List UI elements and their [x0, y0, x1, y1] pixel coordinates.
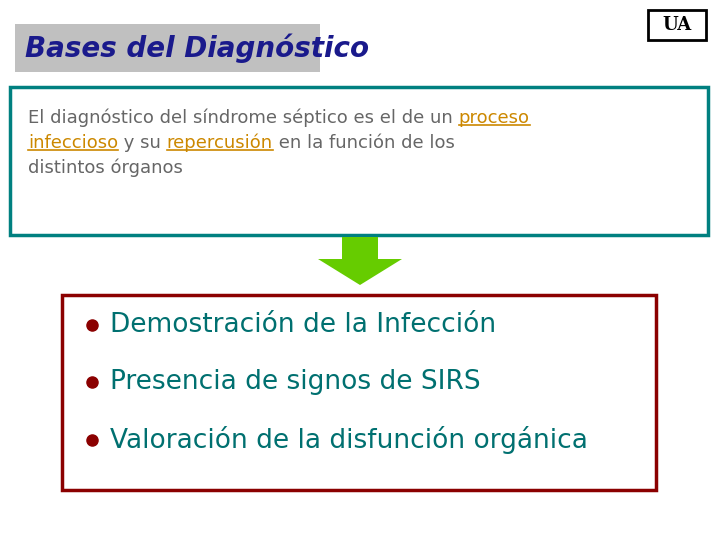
Text: UA: UA [662, 16, 692, 34]
Polygon shape [318, 237, 402, 285]
FancyBboxPatch shape [648, 10, 706, 40]
Text: El diagnóstico del síndrome séptico es el de un: El diagnóstico del síndrome séptico es e… [28, 109, 459, 127]
FancyBboxPatch shape [15, 24, 320, 72]
Text: y su: y su [118, 134, 167, 152]
Text: Demostración de la Infección: Demostración de la Infección [110, 312, 496, 338]
FancyBboxPatch shape [62, 295, 656, 490]
Text: distintos órganos: distintos órganos [28, 159, 183, 177]
Text: en la función de los: en la función de los [273, 134, 455, 152]
Text: repercusión: repercusión [167, 134, 273, 152]
Text: Bases del Diagnóstico: Bases del Diagnóstico [25, 33, 369, 63]
Text: Presencia de signos de SIRS: Presencia de signos de SIRS [110, 369, 481, 395]
Text: infeccioso: infeccioso [28, 134, 118, 152]
FancyBboxPatch shape [10, 87, 708, 235]
Text: proceso: proceso [459, 109, 529, 127]
Text: Valoración de la disfunción orgánica: Valoración de la disfunción orgánica [110, 426, 588, 454]
